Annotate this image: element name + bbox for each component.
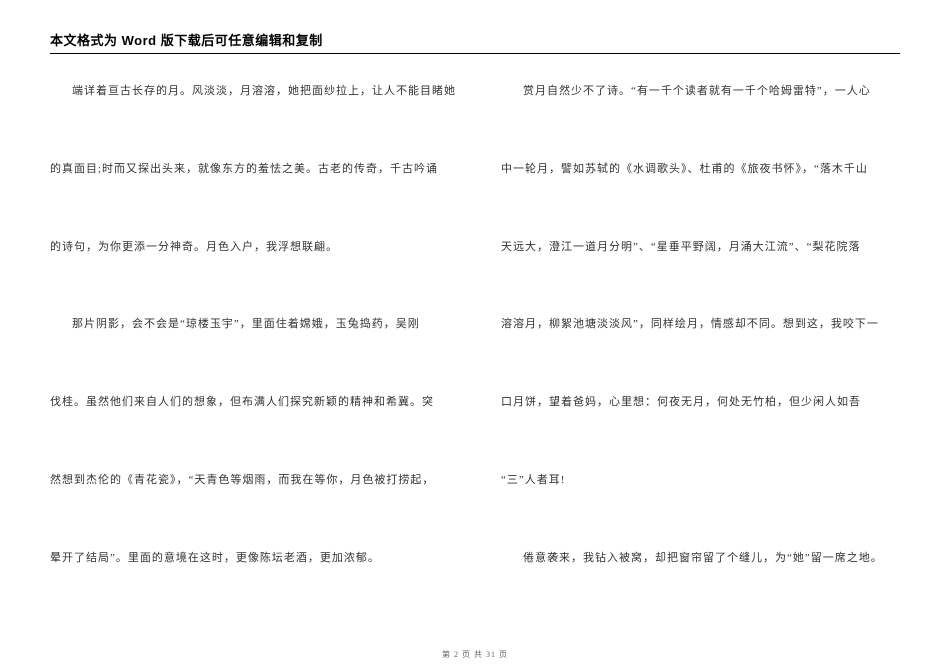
header-title: 本文格式为 Word 版下载后可任意编辑和复制 xyxy=(50,30,900,49)
body-line: 那片阴影，会不会是“琼楼玉宇”，里面住着嫦娥，玉兔捣药，吴刚 xyxy=(50,315,456,335)
body-line: 晕开了结局”。里面的意境在这时，更像陈坛老酒，更加浓郁。 xyxy=(50,549,456,569)
body-line: 天远大，澄江一道月分明”、“星垂平野阔，月涌大江流”、“梨花院落 xyxy=(501,238,900,258)
document-header: 本文格式为 Word 版下载后可任意编辑和复制 xyxy=(50,30,900,54)
document-page: 本文格式为 Word 版下载后可任意编辑和复制 端详着亘古长存的月。风淡淡，月溶… xyxy=(0,0,950,647)
body-line: 倦意袭来，我钻入被窝，却把窗帘留了个缝儿，为“她”留一席之地。 xyxy=(501,549,900,569)
body-line: 端详着亘古长存的月。风淡淡，月溶溶，她把面纱拉上，让人不能目睹她 xyxy=(50,82,456,102)
page-footer: 第 2 页 共 31 页 xyxy=(0,649,950,660)
body-line: 然想到杰伦的《青花瓷》，“天青色等烟雨，而我在等你，月色被打捞起， xyxy=(50,471,456,491)
body-line: “三”人者耳! xyxy=(501,471,900,491)
left-column: 端详着亘古长存的月。风淡淡，月溶溶，她把面纱拉上，让人不能目睹她 的真面目;时而… xyxy=(50,82,456,627)
two-column-layout: 端详着亘古长存的月。风淡淡，月溶溶，她把面纱拉上，让人不能目睹她 的真面目;时而… xyxy=(50,82,900,627)
body-line: 溶溶月，柳絮池塘淡淡风”，同样绘月，情感却不同。想到这，我咬下一 xyxy=(501,315,900,335)
body-line: 口月饼，望着爸妈，心里想：何夜无月，何处无竹柏，但少闲人如吾 xyxy=(501,393,900,413)
body-line: 的诗句，为你更添一分神奇。月色入户，我浮想联翩。 xyxy=(50,238,456,258)
body-line: 赏月自然少不了诗。“有一千个读者就有一千个哈姆雷特”，一人心 xyxy=(501,82,900,102)
page-number: 第 2 页 共 31 页 xyxy=(442,650,508,659)
right-column: 赏月自然少不了诗。“有一千个读者就有一千个哈姆雷特”，一人心 中一轮月，譬如苏轼… xyxy=(501,82,900,627)
body-line: 中一轮月，譬如苏轼的《水调歌头》、杜甫的《旅夜书怀》，“落木千山 xyxy=(501,160,900,180)
body-line: 伐桂。虽然他们来自人们的想象，但布满人们探究新颖的精神和希冀。突 xyxy=(50,393,456,413)
body-line: 的真面目;时而又探出头来，就像东方的羞怯之美。古老的传奇，千古吟诵 xyxy=(50,160,456,180)
